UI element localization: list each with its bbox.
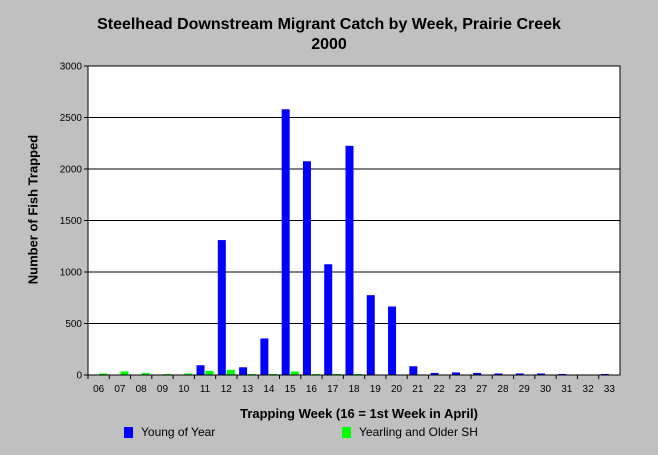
bar-yearling-17: [333, 373, 342, 375]
bar-young-of-year-15: [281, 109, 290, 375]
x-tick-label: 30: [540, 384, 552, 395]
x-tick-label: 16: [306, 384, 318, 395]
bar-yearling-13: [248, 373, 257, 375]
bar-young-of-year-14: [260, 338, 269, 375]
bar-young-of-year-12: [217, 240, 226, 375]
y-axis-label: Number of Fish Trapped: [25, 134, 41, 285]
legend-label-young-of-year: Young of Year: [141, 425, 216, 439]
bar-young-of-year-13: [239, 367, 248, 375]
bar-yearling-08: [141, 372, 150, 375]
x-tick-label: 33: [604, 384, 616, 395]
y-tick-label: 0: [76, 371, 82, 382]
y-tick-label: 2500: [60, 113, 83, 124]
bar-young-of-year-31: [558, 373, 567, 375]
x-tick-label: 07: [114, 384, 126, 395]
y-tick-label: 3000: [60, 62, 83, 73]
bar-yearling-06: [99, 373, 108, 375]
bar-young-of-year-21: [409, 366, 418, 375]
y-tick-label: 1000: [60, 268, 83, 279]
y-tick-label: 2000: [60, 165, 83, 176]
x-axis-label: Trapping Week (16 = 1st Week in April): [240, 406, 478, 421]
x-tick-label: 22: [434, 384, 446, 395]
x-tick-label: 08: [136, 384, 148, 395]
x-tick-label: 12: [221, 384, 233, 395]
legend-item-yearling: Yearling and Older SH: [342, 425, 478, 439]
bar-young-of-year-17: [324, 264, 333, 375]
bar-young-of-year-22: [430, 372, 439, 375]
x-tick-label: 27: [476, 384, 488, 395]
bar-young-of-year-33: [600, 373, 609, 375]
x-tick-label: 06: [93, 384, 105, 395]
x-tick-label: 13: [242, 384, 254, 395]
x-tick-label: 15: [285, 384, 297, 395]
bar-young-of-year-28: [494, 373, 503, 375]
y-tick-label: 500: [65, 319, 82, 330]
x-tick-label: 11: [200, 384, 211, 395]
bar-young-of-year-20: [388, 306, 397, 375]
x-tick-label: 19: [370, 384, 382, 395]
y-tick-label: 1500: [60, 216, 83, 227]
bar-yearling-10: [184, 373, 193, 375]
bar-yearling-09: [162, 373, 171, 375]
legend-item-young-of-year: Young of Year: [124, 425, 215, 439]
bar-young-of-year-30: [537, 373, 546, 375]
x-tick-label: 32: [583, 384, 595, 395]
x-tick-label: 29: [519, 384, 531, 395]
bar-yearling-16: [311, 373, 320, 375]
bar-yearling-14: [269, 373, 278, 375]
x-tick-label: 31: [561, 384, 573, 395]
bar-young-of-year-27: [473, 372, 482, 375]
x-tick-label: 23: [455, 384, 467, 395]
x-tick-label: 17: [327, 384, 339, 395]
bar-young-of-year-19: [366, 295, 375, 375]
x-tick-label: 21: [412, 384, 424, 395]
bar-yearling-12: [226, 369, 235, 375]
bar-yearling-15: [290, 371, 299, 375]
x-tick-label: 20: [391, 384, 403, 395]
x-tick-label: 18: [348, 384, 360, 395]
plot-border: [87, 65, 621, 376]
bar-young-of-year-11: [196, 365, 205, 375]
x-tick-label: 09: [157, 384, 169, 395]
chart-title: Steelhead Downstream Migrant Catch by We…: [97, 16, 561, 33]
bar-yearling-07: [120, 371, 129, 375]
bar-young-of-year-18: [345, 145, 354, 375]
legend-swatch-yearling: [342, 426, 351, 438]
x-tick-label: 28: [497, 384, 509, 395]
legend-label-yearling: Yearling and Older SH: [359, 425, 478, 439]
bar-young-of-year-23: [451, 372, 460, 375]
x-tick-label: 14: [263, 384, 275, 395]
bar-young-of-year-16: [302, 161, 311, 375]
bar-yearling-18: [354, 373, 363, 375]
legend-swatch-young-of-year: [124, 426, 133, 438]
bar-young-of-year-29: [515, 373, 524, 375]
x-tick-label: 10: [178, 384, 190, 395]
bar-yearling-11: [205, 370, 214, 375]
chart-subtitle: 2000: [311, 36, 347, 53]
